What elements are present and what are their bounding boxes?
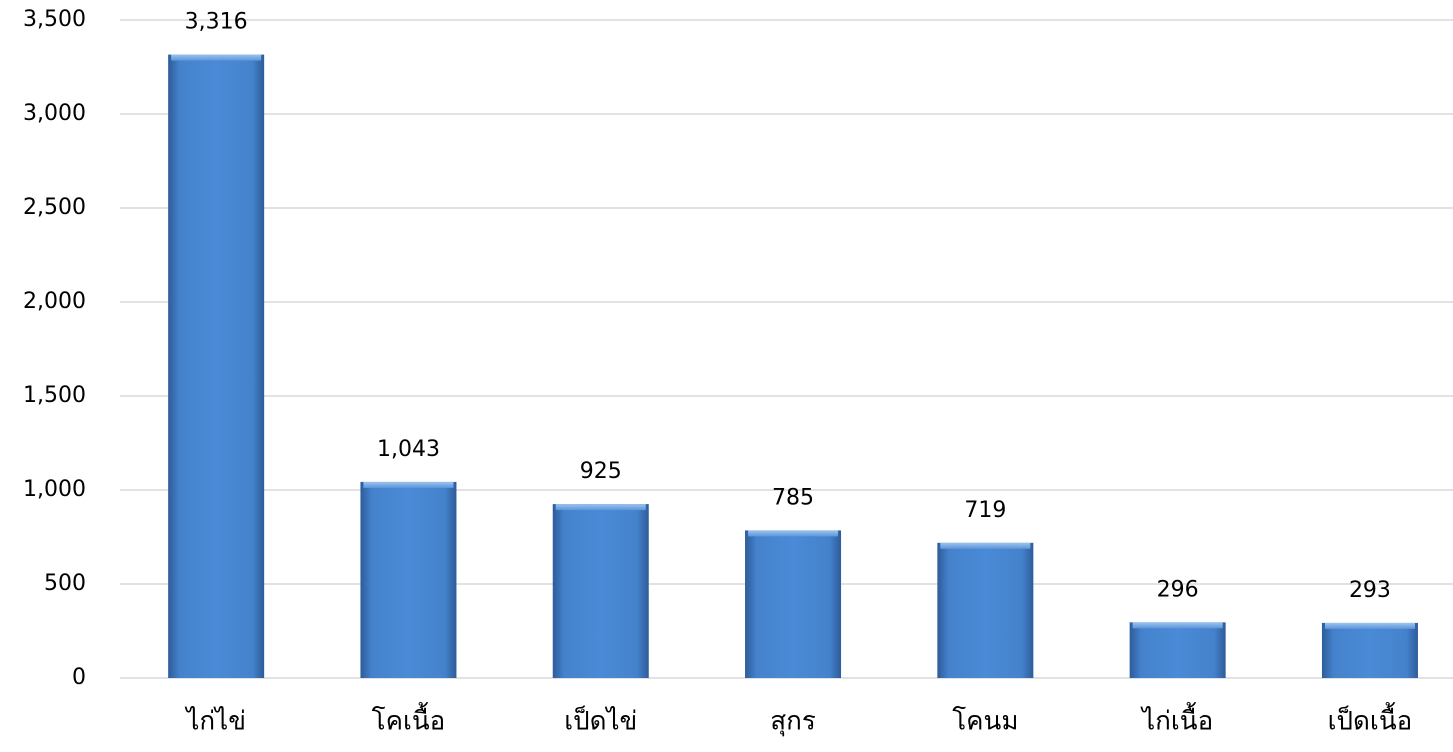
y-tick-label: 2,500 bbox=[23, 195, 86, 220]
x-tick-label: สุกร bbox=[770, 707, 816, 737]
y-tick-label: 3,000 bbox=[23, 101, 86, 126]
value-label: 1,043 bbox=[377, 437, 440, 462]
bar bbox=[360, 481, 457, 678]
y-tick-label: 2,000 bbox=[23, 289, 86, 314]
y-tick-label: 1,500 bbox=[23, 383, 86, 408]
y-tick-label: 0 bbox=[72, 665, 86, 690]
bar bbox=[937, 542, 1034, 678]
bar bbox=[1129, 622, 1226, 678]
bar-cap bbox=[1324, 622, 1415, 629]
x-tick-label: เป็ดไข่ bbox=[564, 705, 637, 737]
bar bbox=[745, 530, 842, 678]
bar bbox=[1321, 622, 1418, 678]
value-label: 3,316 bbox=[185, 10, 248, 35]
bar bbox=[552, 504, 649, 678]
bar-cap bbox=[171, 54, 262, 61]
value-label: 925 bbox=[580, 459, 622, 484]
bar-cap bbox=[940, 542, 1031, 549]
bar-cap bbox=[555, 504, 646, 511]
bar-cap bbox=[1132, 622, 1223, 629]
y-tick-label: 1,000 bbox=[23, 477, 86, 502]
x-tick-label: โคนม bbox=[952, 706, 1018, 737]
y-tick-label: 500 bbox=[44, 571, 86, 596]
value-label: 785 bbox=[772, 485, 814, 510]
bar-cap bbox=[363, 481, 454, 488]
x-tick-label: ไก่เนื้อ bbox=[1140, 702, 1213, 737]
x-tick-label: โคเนื้อ bbox=[372, 702, 446, 737]
bar-cap bbox=[748, 530, 839, 537]
x-tick-label: ไก่ไข่ bbox=[184, 706, 246, 737]
value-label: 293 bbox=[1349, 578, 1391, 603]
y-tick-label: 3,500 bbox=[23, 7, 86, 32]
value-label: 296 bbox=[1157, 577, 1199, 602]
bar bbox=[168, 54, 265, 679]
x-tick-label: เป็ดเนื้อ bbox=[1328, 702, 1413, 737]
value-label: 719 bbox=[964, 498, 1006, 523]
